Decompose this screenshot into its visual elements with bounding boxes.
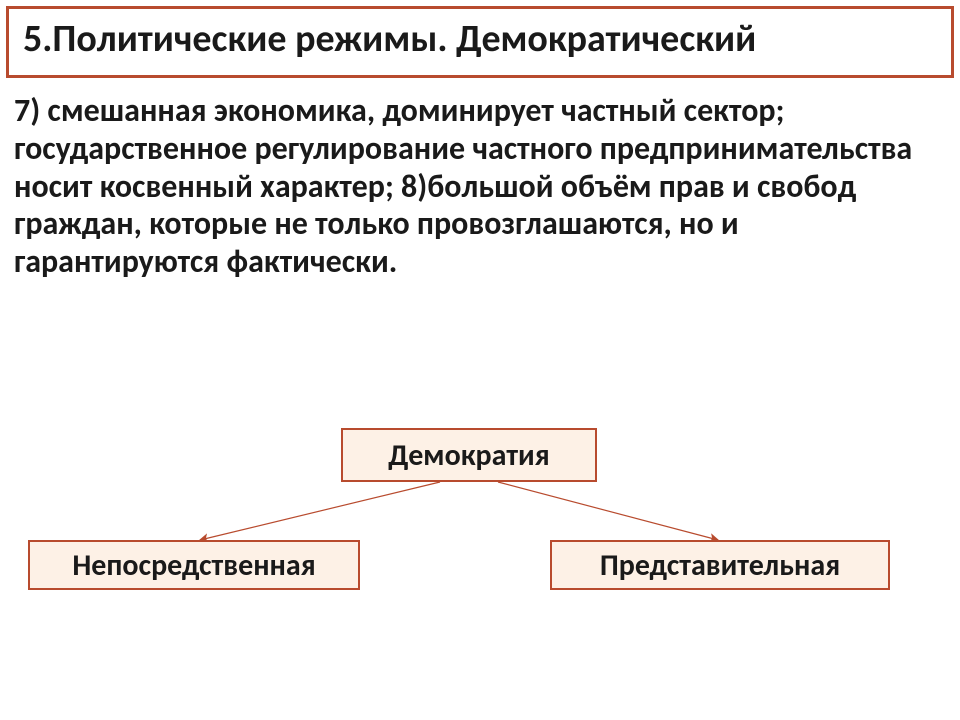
slide-title-box: 5.Политические режимы. Демократический [6,6,954,78]
diagram-node-root: Демократия [341,428,597,482]
body-text: 7) смешанная экономика, доминирует частн… [14,92,946,281]
diagram-node-left: Непосредственная [28,540,360,590]
diagram-edge-0 [200,482,440,540]
diagram-node-right: Представительная [550,540,890,590]
diagram-edge-1 [498,482,718,540]
slide-title: 5.Политические режимы. Демократический [23,19,937,61]
body-text-block: 7) смешанная экономика, доминирует частн… [14,92,946,281]
edge-group [200,482,718,540]
